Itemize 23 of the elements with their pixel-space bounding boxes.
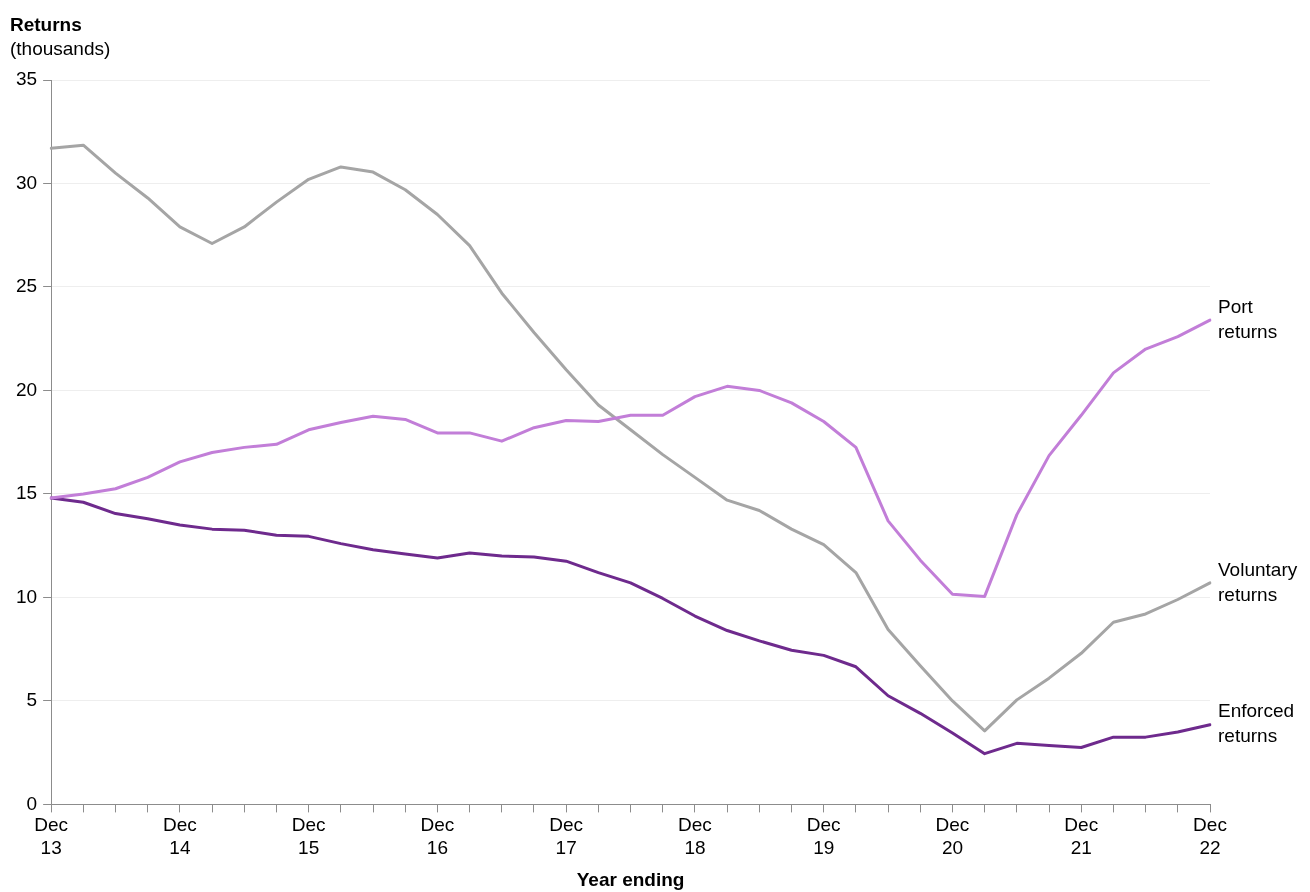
x-tick-label: Dec 16 [420, 814, 455, 858]
y-tick-label: 10 [15, 585, 38, 607]
y-tick-label: 25 [15, 275, 38, 297]
y-tick-label: 35 [15, 68, 38, 90]
x-tick-label: Dec 22 [1193, 814, 1227, 858]
series-label: Port returns [1218, 295, 1278, 342]
x-tick-label: Dec 17 [549, 814, 584, 858]
x-tick-label: Dec 19 [806, 814, 841, 858]
x-tick-label: Dec 15 [291, 814, 326, 858]
x-tick-label: Dec 21 [1064, 814, 1099, 858]
x-tick-label: Dec 13 [34, 814, 69, 858]
x-axis-title: Year ending [576, 868, 685, 890]
x-tick-label: Dec 20 [935, 814, 970, 858]
series-label: Voluntary returns [1218, 558, 1298, 605]
y-tick-label: 15 [15, 482, 38, 504]
y-tick-label: 0 [26, 792, 38, 814]
x-tick-label: Dec 18 [678, 814, 712, 858]
y-tick-label: 5 [26, 689, 38, 711]
y-axis-title: Returns (thousands) [10, 14, 111, 59]
y-tick-label: 20 [15, 378, 38, 400]
x-tick-label: Dec 14 [163, 814, 197, 858]
series-label: Enforced returns [1218, 700, 1295, 747]
y-tick-label: 30 [15, 171, 38, 193]
